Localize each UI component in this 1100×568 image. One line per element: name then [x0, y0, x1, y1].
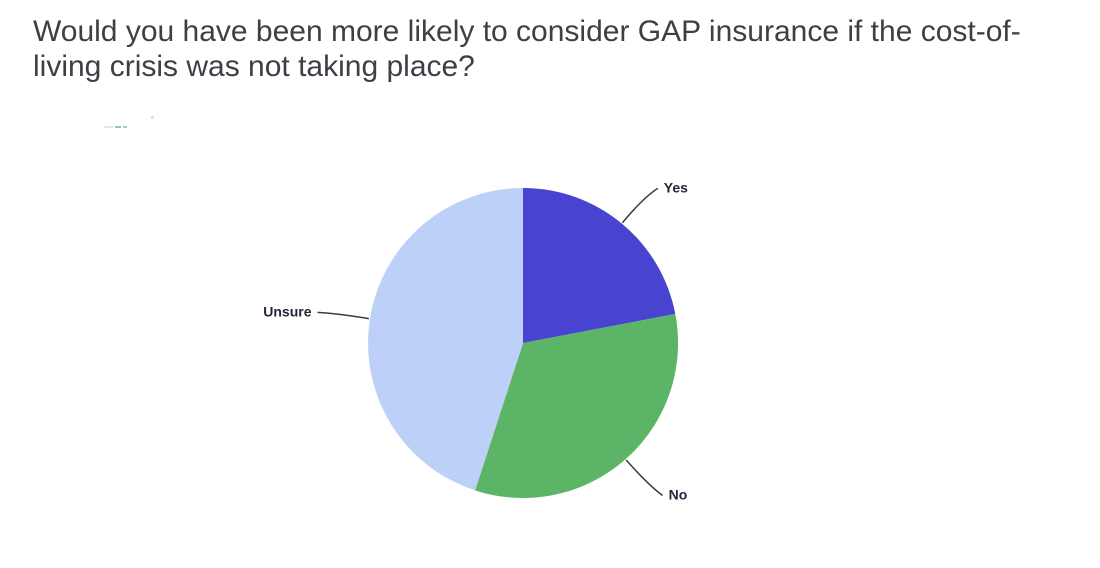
render-artifact-speck: [151, 116, 154, 119]
slice-label-unsure: Unsure: [263, 303, 311, 319]
pie-slice-unsure[interactable]: [368, 188, 523, 491]
chart-title-line2: living crisis was not taking place?: [33, 50, 475, 83]
pie-slice-no[interactable]: [475, 314, 679, 498]
render-artifact-dashes: [104, 126, 127, 128]
artifact-dash: [104, 126, 113, 128]
artifact-dash: [115, 126, 121, 128]
artifact-dash: [123, 126, 127, 128]
leader-line-unsure: [317, 311, 370, 320]
chart-title-line1: Would you have been more likely to consi…: [33, 15, 1021, 48]
chart-title: Would you have been more likely to consi…: [33, 14, 1083, 84]
slice-label-no: No: [669, 487, 688, 503]
slice-label-yes: Yes: [664, 179, 688, 195]
leader-line-no: [625, 459, 664, 497]
pie-slice-yes[interactable]: [523, 187, 676, 343]
leader-line-yes: [621, 187, 659, 224]
